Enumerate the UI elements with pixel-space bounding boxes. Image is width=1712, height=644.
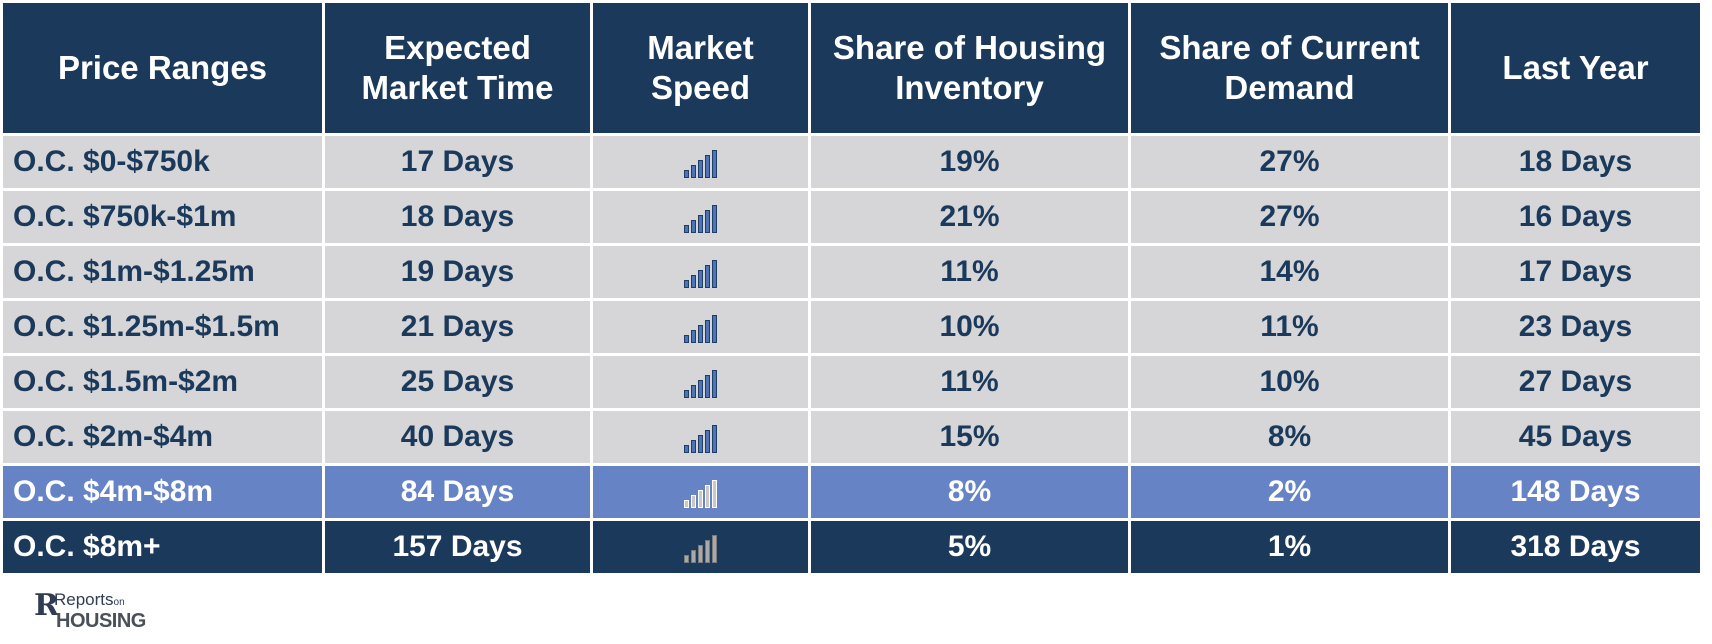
- housing-market-table: Price Ranges Expected Market Time Market…: [0, 0, 1703, 576]
- market-speed-cell: [590, 353, 811, 411]
- signal-bars-icon: [684, 478, 717, 509]
- price-range-cell: O.C. $2m-$4m: [0, 408, 325, 466]
- inventory-share-cell: 10%: [808, 298, 1131, 356]
- signal-bars-icon: [684, 313, 717, 344]
- last-year-cell: 318 Days: [1448, 518, 1703, 576]
- demand-share-cell: 27%: [1128, 133, 1451, 191]
- last-year-cell: 18 Days: [1448, 133, 1703, 191]
- table-row: O.C. $0-$750k 17 Days 19% 27% 18 Days: [0, 133, 1703, 191]
- demand-share-cell: 2%: [1128, 463, 1451, 521]
- demand-share-cell: 27%: [1128, 188, 1451, 246]
- price-range-cell: O.C. $8m+: [0, 518, 325, 576]
- table-row: O.C. $1.5m-$2m 25 Days 11% 10% 27 Days: [0, 353, 1703, 411]
- reports-on-housing-logo: R Reportson HOUSING: [34, 586, 154, 636]
- market-time-cell: 19 Days: [322, 243, 593, 301]
- header-share-of-demand: Share of Current Demand: [1128, 0, 1451, 136]
- logo-on-word: on: [113, 597, 125, 608]
- signal-bars-icon: [684, 148, 717, 179]
- market-speed-cell: [590, 243, 811, 301]
- table-row: O.C. $4m-$8m 84 Days 8% 2% 148 Days: [0, 463, 1703, 521]
- demand-share-cell: 14%: [1128, 243, 1451, 301]
- price-range-cell: O.C. $0-$750k: [0, 133, 325, 191]
- inventory-share-cell: 5%: [808, 518, 1131, 576]
- inventory-share-cell: 11%: [808, 353, 1131, 411]
- inventory-share-cell: 19%: [808, 133, 1131, 191]
- logo-reports-word: Reports: [54, 590, 114, 609]
- signal-bars-icon: [684, 423, 717, 454]
- housing-market-table-wrap: Price Ranges Expected Market Time Market…: [0, 0, 1703, 576]
- signal-bars-icon: [684, 533, 717, 564]
- last-year-cell: 17 Days: [1448, 243, 1703, 301]
- inventory-share-cell: 8%: [808, 463, 1131, 521]
- market-time-cell: 84 Days: [322, 463, 593, 521]
- header-last-year: Last Year: [1448, 0, 1703, 136]
- market-time-cell: 17 Days: [322, 133, 593, 191]
- header-market-speed: Market Speed: [590, 0, 811, 136]
- last-year-cell: 27 Days: [1448, 353, 1703, 411]
- header-price-ranges: Price Ranges: [0, 0, 325, 136]
- table-row: O.C. $1.25m-$1.5m 21 Days 10% 11% 23 Day…: [0, 298, 1703, 356]
- last-year-cell: 16 Days: [1448, 188, 1703, 246]
- signal-bars-icon: [684, 258, 717, 289]
- market-speed-cell: [590, 408, 811, 466]
- price-range-cell: O.C. $750k-$1m: [0, 188, 325, 246]
- logo-reports-text: Reportson: [54, 590, 125, 610]
- demand-share-cell: 1%: [1128, 518, 1451, 576]
- price-range-cell: O.C. $1m-$1.25m: [0, 243, 325, 301]
- last-year-cell: 23 Days: [1448, 298, 1703, 356]
- price-range-cell: O.C. $4m-$8m: [0, 463, 325, 521]
- table-row: O.C. $750k-$1m 18 Days 21% 27% 16 Days: [0, 188, 1703, 246]
- demand-share-cell: 8%: [1128, 408, 1451, 466]
- market-speed-cell: [590, 298, 811, 356]
- market-speed-cell: [590, 188, 811, 246]
- inventory-share-cell: 11%: [808, 243, 1131, 301]
- inventory-share-cell: 21%: [808, 188, 1131, 246]
- last-year-cell: 148 Days: [1448, 463, 1703, 521]
- header-expected-market-time: Expected Market Time: [322, 0, 593, 136]
- market-time-cell: 40 Days: [322, 408, 593, 466]
- market-time-cell: 18 Days: [322, 188, 593, 246]
- price-range-cell: O.C. $1.25m-$1.5m: [0, 298, 325, 356]
- market-time-cell: 157 Days: [322, 518, 593, 576]
- signal-bars-icon: [684, 368, 717, 399]
- signal-bars-icon: [684, 203, 717, 234]
- inventory-share-cell: 15%: [808, 408, 1131, 466]
- header-row: Price Ranges Expected Market Time Market…: [0, 0, 1703, 136]
- market-time-cell: 25 Days: [322, 353, 593, 411]
- header-share-of-inventory: Share of Housing Inventory: [808, 0, 1131, 136]
- market-speed-cell: [590, 463, 811, 521]
- table-row: O.C. $2m-$4m 40 Days 15% 8% 45 Days: [0, 408, 1703, 466]
- market-speed-cell: [590, 518, 811, 576]
- last-year-cell: 45 Days: [1448, 408, 1703, 466]
- table-row: O.C. $1m-$1.25m 19 Days 11% 14% 17 Days: [0, 243, 1703, 301]
- price-range-cell: O.C. $1.5m-$2m: [0, 353, 325, 411]
- table-row: O.C. $8m+ 157 Days 5% 1% 318 Days: [0, 518, 1703, 576]
- demand-share-cell: 11%: [1128, 298, 1451, 356]
- market-speed-cell: [590, 133, 811, 191]
- logo-housing-text: HOUSING: [56, 610, 146, 632]
- demand-share-cell: 10%: [1128, 353, 1451, 411]
- logo-r-mark: R: [34, 588, 59, 623]
- market-time-cell: 21 Days: [322, 298, 593, 356]
